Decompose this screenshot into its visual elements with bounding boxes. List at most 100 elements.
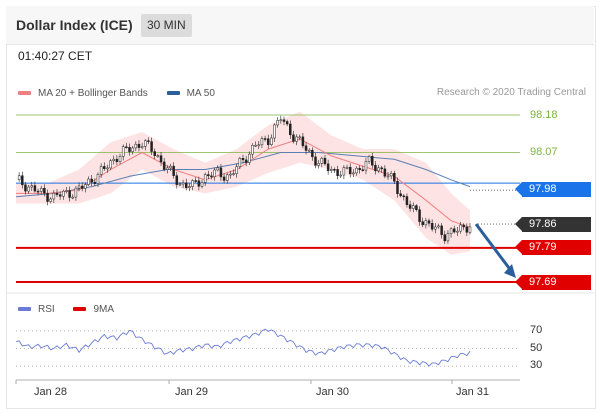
candle-body xyxy=(333,169,336,171)
legend-rsi-label: RSI xyxy=(38,303,55,315)
candle-body xyxy=(241,158,245,161)
candle-body xyxy=(65,190,68,192)
candle-body xyxy=(452,228,456,233)
candle-body xyxy=(74,187,78,198)
candle-body xyxy=(46,193,49,202)
candle-body xyxy=(140,146,144,148)
candle-body xyxy=(24,184,27,192)
candle-body xyxy=(103,166,106,169)
candle-body xyxy=(348,166,352,175)
candle-body xyxy=(440,225,443,235)
candle-body xyxy=(175,175,179,185)
candle-body xyxy=(459,224,462,232)
candle-body xyxy=(137,143,141,148)
candle-body xyxy=(52,192,56,200)
candle-body xyxy=(188,186,191,188)
candle-body xyxy=(430,223,434,230)
candle-body xyxy=(260,138,264,146)
candle-body xyxy=(134,143,138,149)
candle-body xyxy=(424,220,428,226)
candle-body xyxy=(147,140,150,142)
level-tag-pointer-icon xyxy=(515,240,522,255)
rsi-level-label: 30 xyxy=(530,359,543,372)
candle-body xyxy=(298,136,301,139)
candle-body xyxy=(311,149,314,158)
candle-body xyxy=(194,180,197,182)
candle-body xyxy=(412,205,415,209)
legend-item-9ma: 9MA xyxy=(73,304,114,315)
candle-body xyxy=(405,196,409,205)
candle-body xyxy=(144,140,147,147)
candle-body xyxy=(367,155,371,162)
rsi-swatch-icon xyxy=(18,307,31,311)
candle-body xyxy=(169,165,172,169)
level-label-resistance_1: 98.07 xyxy=(530,146,558,159)
candle-body xyxy=(77,185,81,189)
rsi-line xyxy=(15,328,471,367)
candle-body xyxy=(185,182,188,188)
main-legend: MA 20 + Bollinger Bands MA 50 xyxy=(18,87,231,99)
candle-body xyxy=(257,144,261,147)
candle-body xyxy=(71,196,74,199)
candle-body xyxy=(336,169,339,176)
candle-body xyxy=(118,156,122,162)
rsi-level-label: 70 xyxy=(530,323,543,336)
candle-body xyxy=(320,157,324,164)
candle-body xyxy=(263,138,267,140)
candle-body xyxy=(427,220,431,224)
candle-body xyxy=(443,234,447,242)
candle-body xyxy=(33,185,37,192)
candle-body xyxy=(87,178,90,185)
candle-body xyxy=(326,163,330,171)
candle-body xyxy=(39,187,43,192)
chart-header xyxy=(6,6,594,45)
candle-body xyxy=(421,221,424,226)
candle-body xyxy=(121,146,125,157)
candle-body xyxy=(162,161,166,170)
candle-body xyxy=(36,190,40,193)
candle-body xyxy=(181,182,185,185)
candle-body xyxy=(276,120,279,126)
level-tag-pointer-icon xyxy=(515,274,522,289)
candle-body xyxy=(342,167,346,176)
candle-body xyxy=(437,225,440,228)
forecast-arrowhead-icon xyxy=(504,264,516,278)
candle-body xyxy=(222,176,226,181)
candle-body xyxy=(292,134,295,142)
candle-body xyxy=(465,226,469,233)
credit-text: Research © 2020 Trading Central xyxy=(436,87,586,98)
candle-body xyxy=(380,167,383,170)
candle-body xyxy=(314,156,317,166)
candle-body xyxy=(109,160,112,169)
candle-body xyxy=(49,198,52,202)
candle-body xyxy=(254,144,257,147)
candle-body xyxy=(235,166,238,174)
level-label-resistance_2: 98.18 xyxy=(530,109,558,121)
candle-body xyxy=(216,167,220,171)
candle-body xyxy=(125,146,128,148)
candle-body xyxy=(244,159,248,163)
legend-item-ma50: MA 50 xyxy=(166,87,215,99)
x-tick-label: Jan 30 xyxy=(316,386,350,398)
candle-body xyxy=(166,167,169,170)
legend-ma50-label: MA 50 xyxy=(186,87,215,99)
candle-body xyxy=(248,153,251,163)
instrument-title: Dollar Index (ICE) xyxy=(16,17,133,33)
legend-9ma-label: 9MA xyxy=(93,303,115,315)
candle-body xyxy=(203,174,207,183)
candle-body xyxy=(156,155,160,157)
rsi-level-label: 50 xyxy=(530,341,543,354)
candle-body xyxy=(383,168,387,177)
candle-body xyxy=(21,175,24,186)
rsi-legend: RSI 9MA xyxy=(18,303,130,315)
candle-body xyxy=(446,233,450,242)
interval-badge[interactable]: 30 MIN xyxy=(141,14,192,37)
candle-body xyxy=(317,163,320,166)
candle-body xyxy=(282,119,286,122)
ma9-swatch-icon xyxy=(73,307,87,311)
candle-body xyxy=(418,209,421,222)
candle-body xyxy=(304,145,308,151)
level-tag-pointer-icon xyxy=(515,216,522,231)
x-tick-label: Jan 31 xyxy=(456,386,490,398)
candle-body xyxy=(99,166,103,175)
